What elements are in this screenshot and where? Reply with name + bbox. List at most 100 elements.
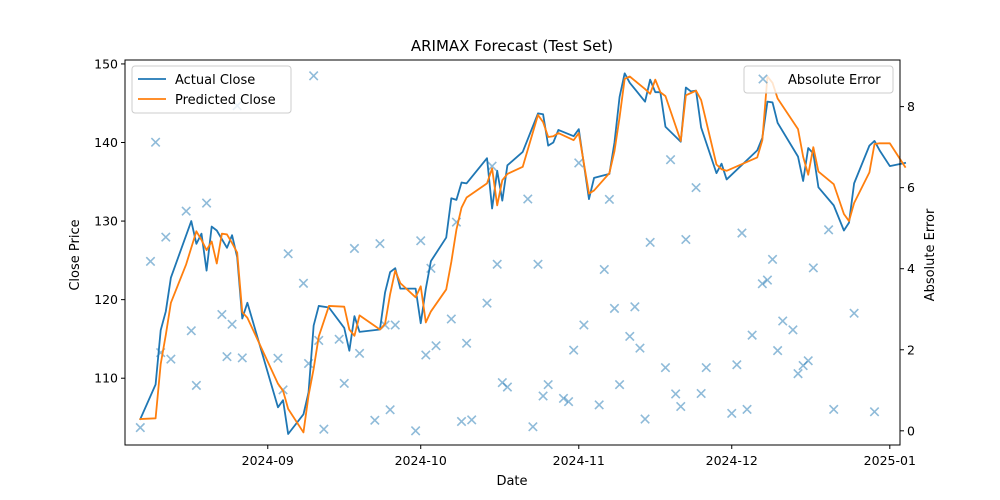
error-point: [538, 391, 548, 401]
y2-tick-label: 4: [907, 261, 915, 276]
error-point: [181, 206, 191, 216]
error-point: [334, 334, 344, 344]
legend-error-label: Absolute Error: [788, 73, 881, 88]
error-point: [502, 382, 513, 392]
axes: 2024-09 2024-10 2024-11 2024-12 2025-01 110 12…: [94, 56, 916, 468]
legend-error: Absolute Error: [743, 65, 894, 94]
actual-close-line: [139, 72, 907, 435]
x-tick-label: 2025-01: [864, 453, 916, 468]
error-point: [732, 359, 742, 370]
y2-tick-label: 0: [907, 423, 915, 438]
error-point: [568, 345, 579, 355]
error-point: [777, 316, 788, 326]
error-point: [828, 404, 839, 415]
error-markers: [135, 71, 880, 436]
error-point: [227, 319, 237, 329]
error-point: [609, 303, 620, 314]
error-point: [701, 362, 712, 373]
error-point: [772, 345, 783, 356]
error-point: [767, 254, 778, 265]
error-point: [558, 393, 569, 404]
error-point: [726, 408, 737, 419]
error-point: [426, 263, 436, 274]
error-point: [849, 308, 859, 319]
error-point: [415, 235, 426, 246]
error-point: [869, 407, 880, 417]
error-point: [665, 154, 676, 165]
error-point: [594, 400, 604, 410]
error-point: [375, 238, 385, 249]
error-point: [319, 424, 329, 434]
y-tick-label: 150: [94, 56, 118, 71]
y-axis-title: Close Price: [68, 219, 83, 290]
error-point: [681, 234, 691, 245]
legend-error-box: [743, 65, 894, 94]
error-point: [456, 416, 467, 427]
error-point: [166, 354, 176, 364]
error-point: [803, 355, 813, 366]
legend-price-box: [131, 65, 292, 114]
error-point: [135, 422, 146, 433]
error-point: [186, 325, 197, 336]
error-point: [217, 309, 227, 320]
legend-price: Actual Close Predicted Close: [131, 65, 292, 114]
error-point: [339, 378, 350, 389]
y-tick-label: 140: [94, 135, 118, 150]
y2-tick-label: 6: [907, 180, 915, 195]
error-point: [543, 379, 553, 390]
x-tick-label: 2024-09: [242, 453, 294, 468]
error-point: [201, 198, 212, 208]
error-point: [599, 264, 610, 275]
error-point: [630, 302, 640, 312]
legend-predicted-label: Predicted Close: [175, 93, 276, 108]
error-point: [492, 259, 502, 270]
error-point: [145, 256, 156, 267]
x-tick-label: 2024-10: [395, 453, 447, 468]
x-axis-title: Date: [496, 474, 527, 489]
x-tick-label: 2024-11: [553, 453, 605, 468]
error-point: [482, 298, 492, 308]
error-point: [298, 278, 309, 289]
error-point: [808, 263, 819, 273]
error-point: [273, 353, 283, 364]
legend-error-swatch: [758, 74, 768, 84]
error-point: [191, 380, 202, 391]
error-point: [696, 388, 706, 399]
error-point: [222, 351, 232, 362]
error-point: [410, 426, 421, 436]
error-point: [670, 389, 681, 399]
error-point: [237, 353, 248, 363]
plot-frame: [124, 59, 901, 446]
error-point: [461, 338, 472, 349]
error-point: [466, 415, 477, 425]
error-point: [161, 232, 171, 242]
error-point: [579, 320, 589, 330]
error-point: [757, 278, 768, 289]
error-point: [635, 343, 645, 353]
error-point: [150, 137, 161, 148]
error-point: [691, 182, 701, 193]
error-point: [354, 348, 365, 359]
y2-tick-label: 8: [907, 99, 915, 114]
error-point: [823, 225, 834, 235]
error-point: [349, 243, 360, 254]
error-point: [675, 401, 686, 412]
y-tick-label: 110: [94, 371, 118, 386]
y2-axis-title: Absolute Error: [923, 208, 938, 301]
error-point: [747, 330, 757, 340]
error-point: [431, 340, 441, 351]
error-point: [446, 314, 457, 324]
error-point: [421, 350, 431, 360]
legend-actual-label: Actual Close: [175, 73, 255, 88]
error-point: [625, 331, 635, 342]
error-point: [640, 414, 650, 424]
error-point: [370, 415, 380, 426]
error-point: [793, 368, 803, 379]
x-tick-label: 2024-12: [706, 453, 758, 468]
error-point: [528, 421, 538, 432]
error-point: [762, 275, 773, 285]
error-point: [487, 161, 497, 171]
error-point: [645, 237, 655, 248]
y-tick-label: 130: [94, 214, 118, 229]
